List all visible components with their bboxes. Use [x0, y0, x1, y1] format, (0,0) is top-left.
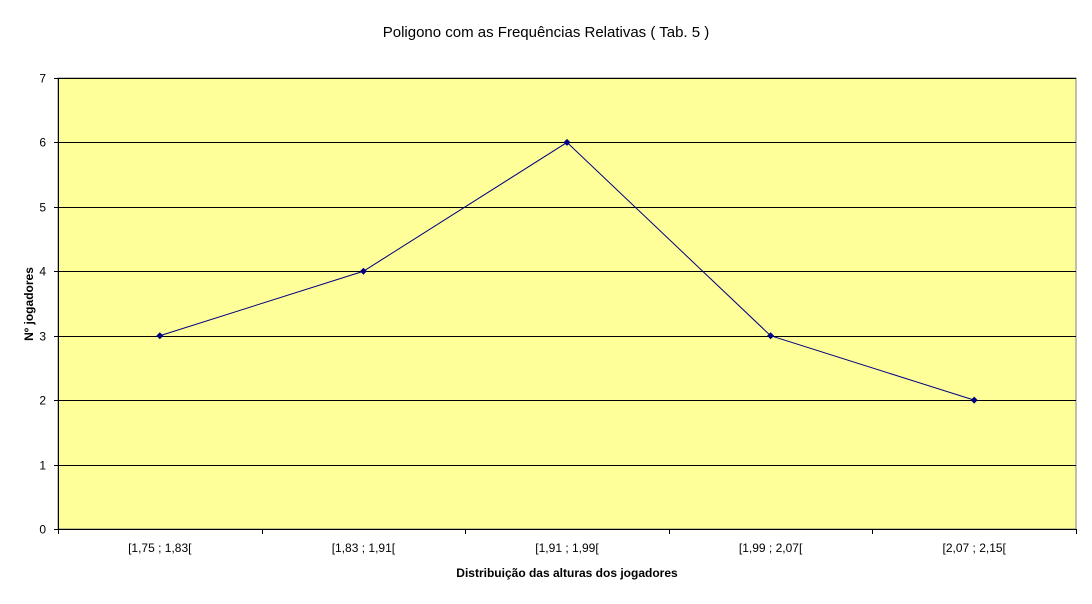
data-point — [767, 332, 775, 340]
y-tick-label: 5 — [39, 201, 46, 215]
data-point — [563, 138, 571, 146]
x-axis-title: Distribuição das alturas dos jogadores — [456, 566, 678, 580]
x-tick-label: [1,75 ; 1,83[ — [128, 541, 192, 555]
y-tick-label: 0 — [39, 523, 46, 537]
x-tick-label: [2,07 ; 2,15[ — [943, 541, 1007, 555]
y-tick-label: 3 — [39, 330, 46, 344]
x-tick-label: [1,91 ; 1,99[ — [535, 541, 599, 555]
y-tick-label: 7 — [39, 72, 46, 86]
x-tick-label: [1,99 ; 2,07[ — [739, 541, 803, 555]
y-tick-label: 4 — [39, 265, 46, 279]
plot-area: 0 1 2 3 4 5 6 7 [1,75 ; 1,83[ [1,83 ; 1,91[ [1,91 … — [39, 72, 1077, 555]
data-point — [359, 267, 367, 275]
y-axis-title: Nº jogadores — [22, 267, 36, 341]
y-tick-label: 2 — [39, 394, 46, 408]
data-point — [970, 396, 978, 404]
y-tick-label: 1 — [39, 459, 46, 473]
chart-title: Poligono com as Frequências Relativas ( … — [383, 24, 710, 41]
x-tick-label: [1,83 ; 1,91[ — [332, 541, 396, 555]
y-tick-label: 6 — [39, 136, 46, 150]
plot-background — [57, 77, 1077, 530]
data-point — [156, 332, 164, 340]
